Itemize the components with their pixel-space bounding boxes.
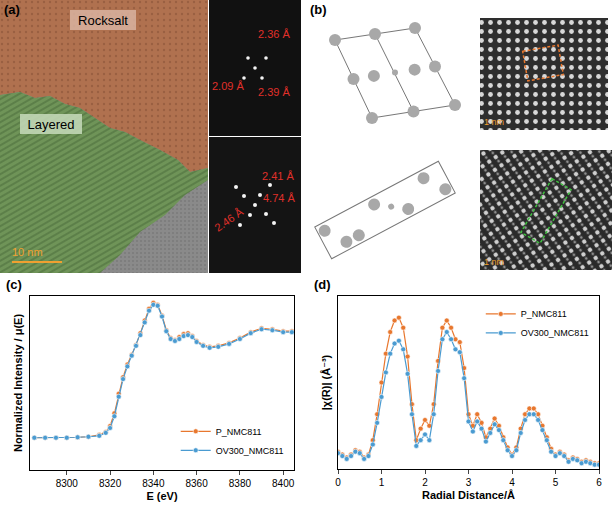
svg-text:OV300_NMC811: OV300_NMC811: [521, 328, 589, 338]
svg-text:3: 3: [466, 477, 472, 488]
svg-text:2.09 Å: 2.09 Å: [212, 80, 244, 92]
svg-text:8340: 8340: [142, 478, 165, 489]
svg-text:OV300_NMC811: OV300_NMC811: [216, 446, 284, 456]
svg-text:2: 2: [422, 477, 428, 488]
svg-text:8380: 8380: [229, 478, 252, 489]
svg-text:2.46 Å: 2.46 Å: [212, 205, 245, 233]
svg-text:(a): (a): [4, 2, 20, 17]
svg-text:E (eV): E (eV): [146, 490, 178, 502]
svg-text:(b): (b): [310, 2, 327, 17]
svg-text:1 nm: 1 nm: [484, 117, 504, 127]
svg-text:0: 0: [335, 477, 341, 488]
svg-text:4.74 Å: 4.74 Å: [263, 192, 295, 204]
svg-text:10 nm: 10 nm: [12, 246, 43, 258]
svg-text:(c): (c): [6, 277, 22, 292]
svg-text:8320: 8320: [99, 478, 122, 489]
svg-text:2.36 Å: 2.36 Å: [258, 28, 290, 40]
svg-text:Rocksalt: Rocksalt: [78, 13, 128, 28]
svg-text:P_NMC811: P_NMC811: [216, 427, 262, 437]
svg-text:|χ(R)| (Å⁻³): |χ(R)| (Å⁻³): [320, 354, 332, 410]
svg-text:8360: 8360: [185, 478, 208, 489]
svg-text:2.41 Å: 2.41 Å: [262, 170, 294, 182]
svg-text:Normalized Intensity / μ(E): Normalized Intensity / μ(E): [12, 314, 24, 452]
svg-text:1 nm: 1 nm: [484, 257, 504, 267]
svg-text:6: 6: [596, 477, 602, 488]
svg-text:(d): (d): [314, 277, 331, 292]
svg-text:P_NMC811: P_NMC811: [521, 309, 567, 319]
svg-text:4: 4: [509, 477, 515, 488]
svg-text:2.39 Å: 2.39 Å: [258, 86, 290, 98]
svg-text:8400: 8400: [272, 478, 295, 489]
svg-text:5: 5: [553, 477, 559, 488]
svg-text:8300: 8300: [56, 478, 79, 489]
svg-text:Layered: Layered: [28, 117, 75, 132]
svg-text:Radial Distance/Å: Radial Distance/Å: [422, 489, 515, 501]
svg-text:1: 1: [379, 477, 385, 488]
